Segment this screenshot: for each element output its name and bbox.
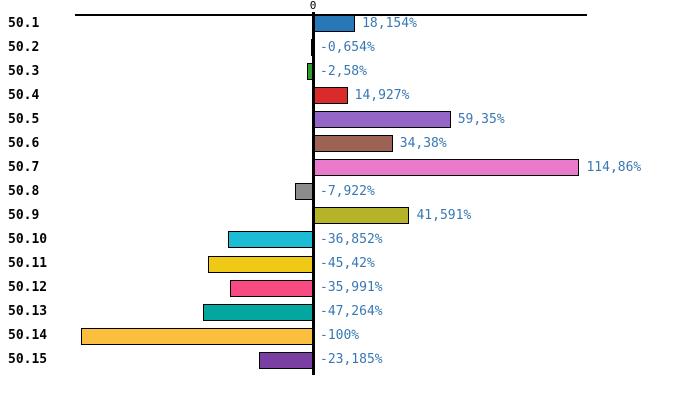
- value-label: -100%: [320, 328, 360, 344]
- value-label: 41,591%: [416, 207, 472, 223]
- value-label: 14,927%: [354, 87, 410, 103]
- value-label: 18,154%: [362, 15, 417, 31]
- category-label: 50.10: [8, 231, 48, 247]
- bar: [203, 303, 315, 321]
- category-label: 50.2: [8, 39, 40, 55]
- zero-axis-line: [311, 12, 315, 375]
- value-label: -2,58%: [320, 63, 367, 79]
- bar: [207, 255, 315, 273]
- value-label: 114,86%: [586, 159, 642, 175]
- bar: [311, 111, 451, 129]
- bar: [81, 327, 315, 345]
- value-label: 59,35%: [457, 111, 505, 127]
- category-label: 50.7: [8, 159, 40, 175]
- value-label: -36,852%: [320, 231, 383, 247]
- value-label: 34,38%: [399, 135, 447, 151]
- bar: [227, 231, 315, 249]
- bar: [311, 207, 410, 225]
- bar: [311, 135, 393, 153]
- value-label: -45,42%: [320, 256, 375, 271]
- category-label: 50.13: [8, 304, 48, 320]
- category-label: 50.15: [8, 352, 48, 368]
- category-label: 50.12: [8, 280, 48, 296]
- bar: [259, 351, 315, 369]
- zero-tick-label: 0: [309, 0, 317, 12]
- category-label: 50.14: [8, 328, 48, 344]
- bar: [229, 279, 315, 297]
- category-label: 50.5: [8, 111, 40, 127]
- category-label: 50.9: [8, 207, 40, 223]
- category-label: 50.1: [8, 15, 40, 31]
- category-label: 50.11: [8, 256, 48, 271]
- category-label: 50.3: [8, 63, 40, 79]
- bar: [311, 159, 580, 177]
- category-label: 50.6: [8, 135, 40, 151]
- bar: [311, 87, 348, 105]
- value-label: -35,991%: [320, 280, 383, 296]
- value-label: -23,185%: [320, 352, 383, 368]
- bar: [311, 15, 356, 32]
- value-label: -47,264%: [320, 304, 383, 320]
- value-label: -7,922%: [320, 183, 375, 199]
- category-label: 50.4: [8, 87, 40, 103]
- value-label: -0,654%: [320, 39, 375, 55]
- category-label: 50.8: [8, 183, 40, 199]
